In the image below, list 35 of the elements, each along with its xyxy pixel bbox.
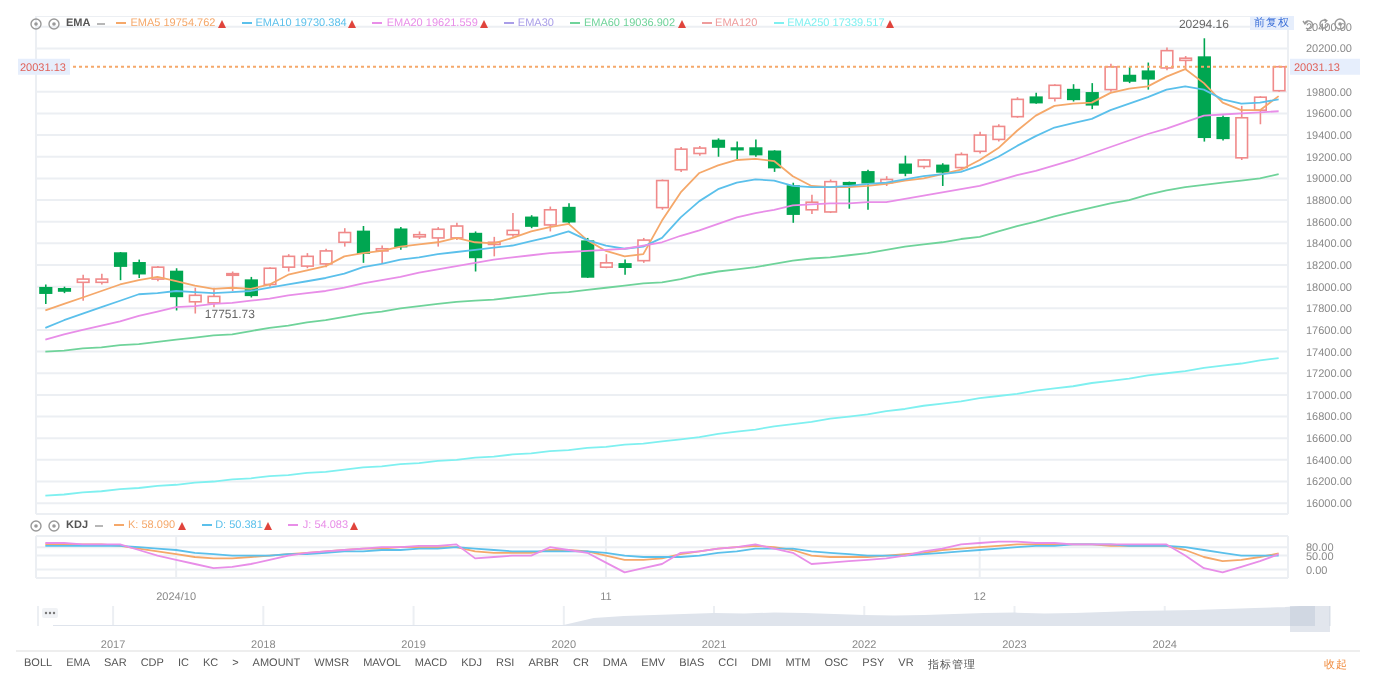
candlestick xyxy=(1216,114,1230,142)
candlestick xyxy=(226,270,240,292)
line-series xyxy=(44,540,1280,574)
candlestick xyxy=(562,202,576,225)
candlestick xyxy=(1141,61,1155,91)
candlestick xyxy=(674,146,688,173)
candlestick xyxy=(1010,96,1025,119)
candlestick xyxy=(973,131,987,155)
candlestick xyxy=(898,154,912,178)
candlestick xyxy=(1235,105,1249,161)
candlestick xyxy=(861,168,875,211)
candlestick xyxy=(1160,46,1174,71)
candlestick xyxy=(394,226,408,251)
candlestick xyxy=(543,205,557,233)
candlestick xyxy=(506,212,520,238)
candlestick xyxy=(356,225,371,264)
line-series xyxy=(44,543,1280,558)
line-series xyxy=(44,173,1280,353)
candlestick xyxy=(936,162,950,187)
candlestick xyxy=(431,226,445,248)
candlestick xyxy=(338,227,352,248)
candlestick xyxy=(39,283,53,305)
candlestick xyxy=(1272,65,1286,93)
candlestick xyxy=(1104,62,1118,93)
candlestick xyxy=(132,258,146,279)
candlestick xyxy=(655,178,670,211)
candlestick xyxy=(581,237,595,279)
candlestick xyxy=(730,140,744,161)
candlestick xyxy=(113,251,128,281)
candlestick xyxy=(76,273,90,302)
candlestick xyxy=(263,266,277,288)
candlestick xyxy=(711,137,726,158)
line-series xyxy=(44,357,1280,497)
candlestick xyxy=(188,286,202,315)
candlestick xyxy=(842,180,856,210)
